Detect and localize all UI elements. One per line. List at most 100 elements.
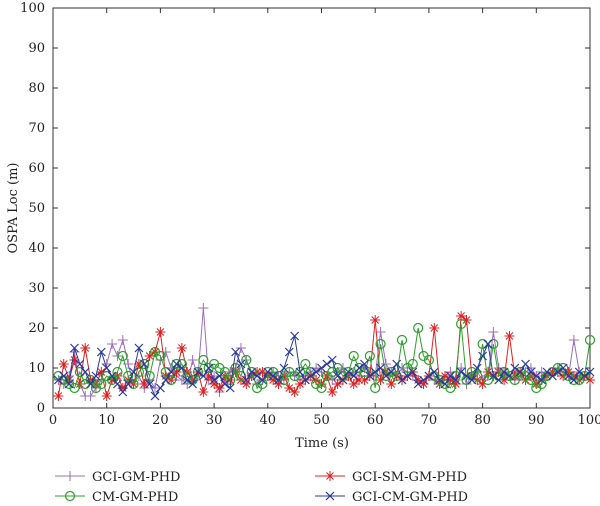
data-point xyxy=(462,371,471,381)
data-point xyxy=(262,366,273,378)
data-point xyxy=(494,375,504,385)
data-point xyxy=(375,327,386,337)
data-point xyxy=(521,359,530,369)
data-point xyxy=(198,371,208,381)
y-tick-label: 20 xyxy=(28,321,45,336)
data-point xyxy=(370,382,381,394)
series-gci-sm-gm-phd xyxy=(53,311,595,401)
data-point xyxy=(343,366,354,378)
data-point xyxy=(59,371,69,381)
data-point xyxy=(370,315,381,325)
data-point xyxy=(231,347,241,357)
y-tick-label: 90 xyxy=(28,41,45,56)
data-point xyxy=(488,327,499,337)
data-point xyxy=(579,370,590,382)
data-point xyxy=(107,371,117,381)
data-point xyxy=(161,375,171,385)
data-point xyxy=(349,371,359,381)
plot-frame xyxy=(52,7,591,409)
data-point xyxy=(225,383,235,393)
data-point xyxy=(64,379,74,389)
data-point xyxy=(263,367,273,377)
data-point xyxy=(316,382,327,394)
data-point xyxy=(360,359,369,369)
data-point xyxy=(365,371,375,381)
y-tick-label: 30 xyxy=(28,281,45,296)
data-point xyxy=(370,367,380,377)
data-point xyxy=(134,343,144,353)
legend-label: GCI-SM-GM-PHD xyxy=(352,470,467,485)
data-point xyxy=(289,387,300,397)
data-point xyxy=(482,374,494,386)
data-point xyxy=(472,363,482,373)
data-point xyxy=(429,323,440,333)
data-point xyxy=(91,371,101,381)
data-point xyxy=(112,366,123,378)
data-point xyxy=(85,391,96,401)
data-point xyxy=(96,347,106,357)
data-point xyxy=(204,363,214,373)
data-point xyxy=(584,334,596,346)
data-point xyxy=(166,367,176,377)
y-axis-title: OSPA Loc (m) xyxy=(6,163,21,254)
x-tick-label: 100 xyxy=(578,413,600,428)
data-point xyxy=(166,374,177,386)
data-point xyxy=(397,363,408,373)
data-point xyxy=(408,367,418,377)
data-point xyxy=(241,375,251,385)
data-point xyxy=(278,374,290,386)
data-point xyxy=(407,358,418,370)
x-tick-label: 70 xyxy=(421,413,438,428)
data-point xyxy=(235,343,246,353)
data-point xyxy=(113,379,122,389)
data-point xyxy=(236,359,246,369)
data-point xyxy=(317,363,326,373)
data-point xyxy=(504,331,515,341)
data-point xyxy=(531,371,541,381)
data-point xyxy=(413,379,423,389)
data-point xyxy=(558,363,568,373)
data-point xyxy=(139,358,150,370)
data-point xyxy=(247,367,257,377)
data-point xyxy=(220,379,230,389)
plot-area xyxy=(53,303,596,401)
data-point xyxy=(176,343,187,353)
data-point xyxy=(553,367,563,377)
data-point xyxy=(396,334,408,346)
data-point xyxy=(542,367,552,377)
data-point xyxy=(279,363,289,373)
data-point xyxy=(70,343,79,353)
data-point xyxy=(214,383,225,393)
data-point xyxy=(284,383,295,393)
data-point xyxy=(332,362,343,374)
data-point xyxy=(300,375,310,385)
y-tick-label: 0 xyxy=(37,401,45,416)
data-point xyxy=(295,379,306,389)
y-tick-label: 70 xyxy=(28,121,45,136)
data-point xyxy=(402,371,412,381)
data-point xyxy=(123,370,134,382)
data-point xyxy=(413,322,424,334)
data-point xyxy=(129,367,138,377)
data-point xyxy=(80,367,90,377)
data-point xyxy=(488,338,499,350)
data-point xyxy=(568,335,579,345)
data-point xyxy=(258,375,267,385)
data-point xyxy=(128,378,139,390)
data-point xyxy=(499,367,509,377)
data-point xyxy=(440,379,450,389)
data-point xyxy=(252,371,262,381)
data-point xyxy=(467,375,477,385)
data-point xyxy=(445,382,456,394)
data-point xyxy=(333,371,343,381)
data-point xyxy=(505,371,514,381)
data-point xyxy=(348,350,359,362)
data-point xyxy=(424,371,434,381)
data-point xyxy=(386,379,397,389)
legend-marker xyxy=(64,490,76,502)
data-point xyxy=(294,366,306,378)
data-point xyxy=(322,359,332,369)
data-point xyxy=(193,367,203,377)
data-point xyxy=(311,367,321,377)
